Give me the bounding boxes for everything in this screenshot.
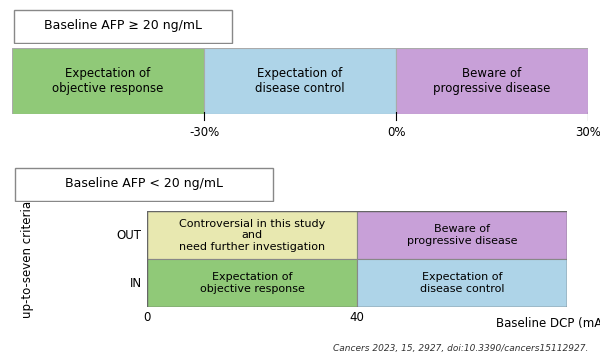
Text: IN: IN [130,277,142,290]
Text: Controversial in this study
and
need further investigation: Controversial in this study and need fur… [179,219,325,252]
Text: 40: 40 [350,311,364,324]
Text: Expectation of
disease control: Expectation of disease control [420,272,504,294]
Bar [147,259,357,307]
Bar [357,259,567,307]
FancyBboxPatch shape [14,10,232,43]
Text: Cancers 2023, 15, 2927, doi:10.3390/cancers15112927.: Cancers 2023, 15, 2927, doi:10.3390/canc… [332,344,588,353]
Bar [396,48,588,114]
Text: -30%: -30% [189,126,219,139]
Text: Baseline AFP ≥ 20 ng/mL: Baseline AFP ≥ 20 ng/mL [44,20,202,32]
Text: 0: 0 [143,311,151,324]
Text: Expectation of
objective response: Expectation of objective response [52,67,164,95]
Text: Expectation of
disease control: Expectation of disease control [255,67,345,95]
Text: Beware of
progressive disease: Beware of progressive disease [433,67,551,95]
Text: 0%: 0% [387,126,405,139]
Bar [357,211,567,259]
Text: Baseline AFP < 20 ng/mL: Baseline AFP < 20 ng/mL [65,178,223,190]
Bar [147,211,357,259]
Bar [204,48,396,114]
FancyBboxPatch shape [14,168,274,201]
Bar [12,48,204,114]
Text: Baseline DCP (mAU/mL): Baseline DCP (mAU/mL) [496,316,600,329]
Text: Beware of
progressive disease: Beware of progressive disease [407,224,517,246]
Text: up-to-seven criteria: up-to-seven criteria [20,201,34,318]
Text: Expectation of
objective response: Expectation of objective response [200,272,304,294]
Text: 30%: 30% [575,126,600,139]
Text: OUT: OUT [116,229,142,242]
